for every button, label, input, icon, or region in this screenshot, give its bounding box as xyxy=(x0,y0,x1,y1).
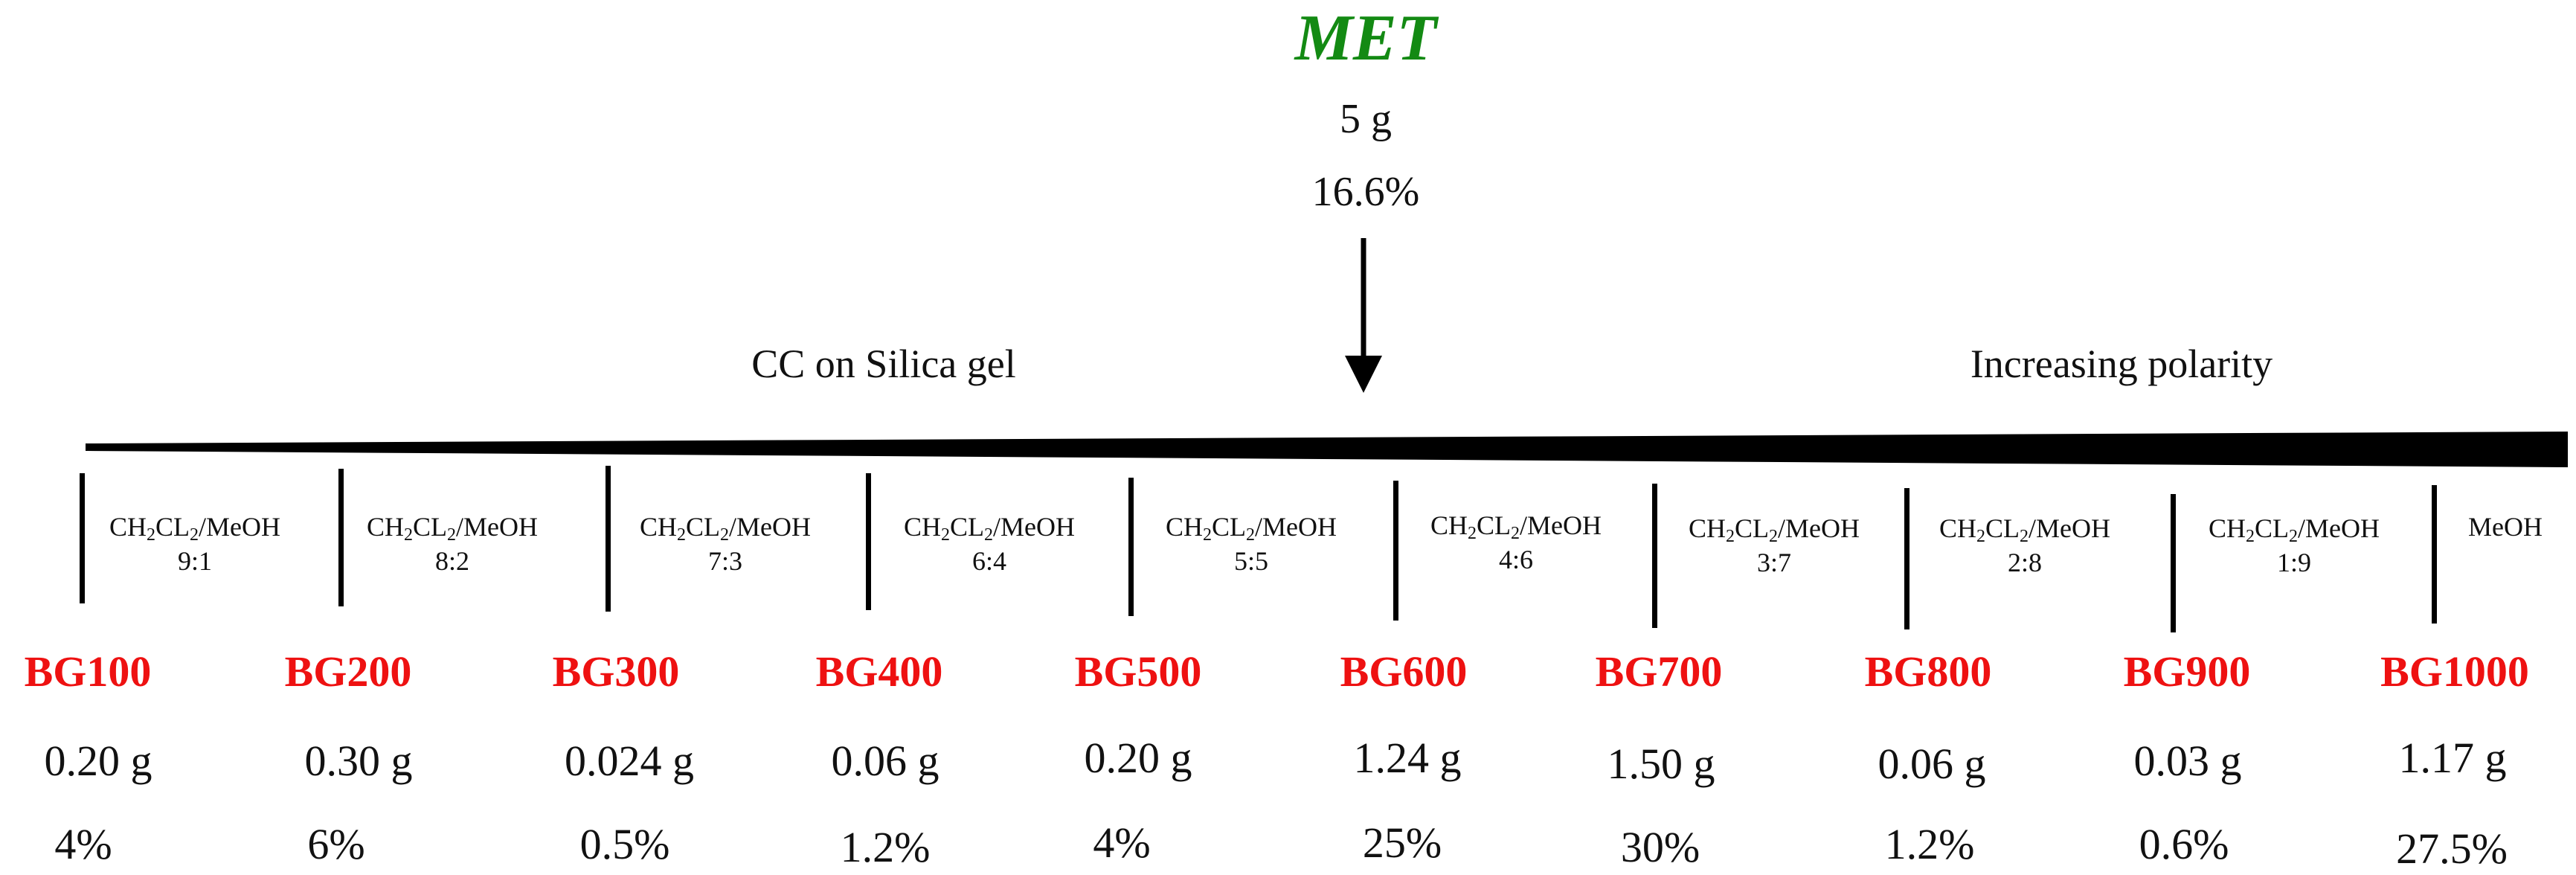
fraction-yield: 30% xyxy=(1620,823,1700,871)
fraction-yield: 4% xyxy=(1093,818,1151,867)
eluent-label: CH2CL2/MeOH 8:2 xyxy=(367,512,538,577)
step-divider xyxy=(1393,481,1398,621)
fraction-mass: 0.20 g xyxy=(1084,734,1192,782)
step-divider xyxy=(338,469,344,606)
eluent-solvent: CH2CL2/MeOH xyxy=(1430,510,1602,543)
fraction-mass: 0.03 g xyxy=(2133,737,2242,785)
fraction-yield: 0.5% xyxy=(579,820,670,868)
fraction-code: BG800 xyxy=(1864,647,1992,696)
eluent-solvent: CH2CL2/MeOH xyxy=(903,512,1076,545)
eluent-label: MeOH xyxy=(2468,512,2543,542)
eluent-ratio: 2:8 xyxy=(2007,547,2042,577)
eluent-ratio: 7:3 xyxy=(707,545,742,576)
eluent-label: CH2CL2/MeOH 4:6 xyxy=(1430,510,1602,575)
step-divider xyxy=(866,473,871,610)
step-divider xyxy=(1652,484,1657,628)
eluent-ratio: 5:5 xyxy=(1233,545,1268,576)
eluent-solvent: CH2CL2/MeOH xyxy=(1939,513,2111,546)
fraction-yield: 25% xyxy=(1362,818,1442,867)
fraction-yield: 1.2% xyxy=(840,823,931,871)
eluent-solvent: CH2CL2/MeOH xyxy=(1165,512,1337,545)
eluent-label: CH2CL2/MeOH 9:1 xyxy=(109,512,280,577)
fraction-yield: 6% xyxy=(307,820,365,868)
source-extract-name: MET xyxy=(1294,2,1437,74)
fraction-mass: 0.06 g xyxy=(831,737,939,785)
eluent-solvent: CH2CL2/MeOH xyxy=(109,512,281,545)
polarity-gradient-bar xyxy=(86,432,2568,467)
fraction-code: BG500 xyxy=(1074,647,1202,696)
fraction-code: BG900 xyxy=(2123,647,2251,696)
eluent-solvent: MeOH xyxy=(2468,512,2543,542)
eluent-ratio: 6:4 xyxy=(971,545,1006,576)
eluent-ratio: 8:2 xyxy=(434,545,469,576)
step-divider xyxy=(1904,488,1909,629)
step-divider xyxy=(2171,494,2176,632)
fraction-code: BG600 xyxy=(1340,647,1468,696)
eluent-label: CH2CL2/MeOH 6:4 xyxy=(904,512,1075,577)
source-extract-mass: 5 g xyxy=(1340,96,1392,142)
fraction-yield: 1.2% xyxy=(1884,820,1975,868)
eluent-solvent: CH2CL2/MeOH xyxy=(639,512,812,545)
fraction-code: BG200 xyxy=(284,647,412,696)
eluent-label: CH2CL2/MeOH 7:3 xyxy=(640,512,811,577)
fraction-yield: 27.5% xyxy=(2396,824,2508,873)
eluent-label: CH2CL2/MeOH 3:7 xyxy=(1689,513,1860,578)
fraction-mass: 0.30 g xyxy=(304,737,413,785)
gradient-label: Increasing polarity xyxy=(1970,342,2273,386)
fraction-code: BG700 xyxy=(1595,647,1723,696)
eluent-solvent: CH2CL2/MeOH xyxy=(1688,513,1860,546)
fraction-code: BG1000 xyxy=(2380,647,2529,696)
step-divider xyxy=(80,473,85,603)
fraction-code: BG100 xyxy=(24,647,152,696)
step-divider xyxy=(606,466,611,612)
down-arrow-head xyxy=(1345,356,1382,393)
eluent-label: CH2CL2/MeOH 1:9 xyxy=(2209,513,2380,578)
eluent-ratio: 1:9 xyxy=(2276,547,2311,577)
process-label: CC on Silica gel xyxy=(751,342,1016,386)
source-extract-yield: 16.6% xyxy=(1311,169,1420,215)
fraction-yield: 4% xyxy=(54,820,112,868)
fraction-mass: 1.50 g xyxy=(1607,740,1715,788)
fraction-code: BG300 xyxy=(552,647,680,696)
fraction-mass: 0.024 g xyxy=(565,737,694,785)
step-divider xyxy=(1128,478,1134,616)
fraction-code: BG400 xyxy=(815,647,943,696)
fraction-mass: 1.17 g xyxy=(2398,734,2507,782)
fraction-mass: 1.24 g xyxy=(1353,734,1462,782)
eluent-solvent: CH2CL2/MeOH xyxy=(366,512,539,545)
eluent-ratio: 3:7 xyxy=(1756,547,1791,577)
fraction-yield: 0.6% xyxy=(2139,820,2229,868)
eluent-ratio: 9:1 xyxy=(177,545,212,576)
eluent-label: CH2CL2/MeOH 2:8 xyxy=(1939,513,2110,578)
step-divider xyxy=(2432,485,2437,624)
eluent-ratio: 4:6 xyxy=(1498,544,1533,574)
fraction-mass: 0.06 g xyxy=(1878,740,1986,788)
eluent-solvent: CH2CL2/MeOH xyxy=(2208,513,2380,546)
fraction-mass: 0.20 g xyxy=(44,737,152,785)
eluent-label: CH2CL2/MeOH 5:5 xyxy=(1166,512,1337,577)
